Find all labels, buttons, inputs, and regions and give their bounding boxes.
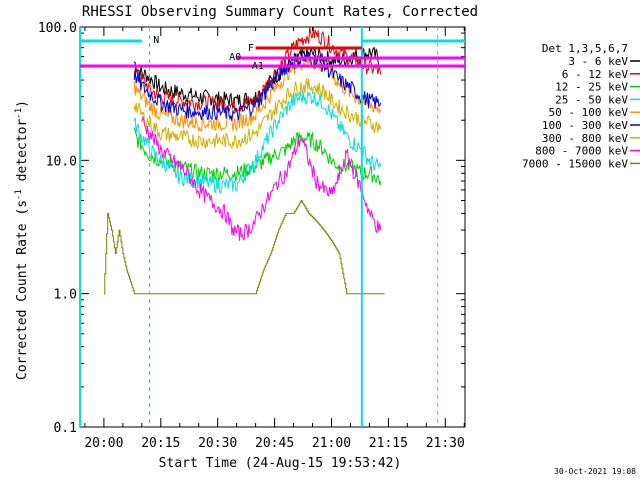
- annotation-layer: N F A0 A1: [79, 27, 465, 427]
- x-tick-label: 20:30: [198, 436, 237, 451]
- series-line: [141, 116, 382, 241]
- y-axis-label: Corrected Count Rate (s-1 detector-1): [14, 100, 30, 380]
- legend-label: 100 - 300 keV: [542, 119, 628, 132]
- legend-label: 7000 - 15000 keV: [522, 157, 628, 170]
- series-line: [133, 56, 382, 132]
- chart-title: RHESSI Observing Summary Count Rates, Co…: [82, 4, 478, 20]
- legend-label: 300 - 800 keV: [542, 132, 628, 145]
- x-tick-label: 20:45: [255, 436, 294, 451]
- y-tick-label: 1.0: [54, 288, 77, 303]
- y-tick-label: 100.0: [38, 21, 77, 36]
- legend-label: 12 - 25 keV: [555, 81, 628, 94]
- series-line: [133, 78, 382, 151]
- x-tick-label: 20:15: [141, 436, 180, 451]
- legend-label: 50 - 100 keV: [549, 106, 629, 119]
- series-layer: [103, 26, 385, 295]
- legend-label: 25 - 50 keV: [555, 93, 628, 106]
- x-axis-label: Start Time (24-Aug-15 19:53:42): [159, 456, 402, 471]
- legend-title: Det 1,3,5,6,7: [542, 42, 628, 55]
- x-axis: 20:00 20:15 20:30 20:45 21:00 21:15 21:30: [84, 27, 465, 451]
- legend-label: 800 - 7000 keV: [535, 145, 628, 158]
- annotation-label-a1: A1: [252, 61, 264, 72]
- y-tick-label: 10.0: [46, 154, 77, 169]
- annotation-label-a0: A0: [229, 52, 241, 63]
- x-tick-label: 21:00: [312, 436, 351, 451]
- y-tick-label: 0.1: [54, 421, 77, 436]
- annotation-label-f: F: [248, 43, 254, 54]
- annotation-label-n: N: [153, 35, 159, 46]
- x-tick-label: 21:30: [426, 436, 465, 451]
- footer-timestamp: 30-Oct-2021 19:08: [554, 467, 636, 476]
- y-axis: 0.1 1.0 10.0 100.0: [38, 21, 465, 436]
- plot-area: 0.1 1.0 10.0 100.0 20:00 20:15 20:30 20:45 21:0…: [38, 21, 466, 451]
- legend-label: 6 - 12 keV: [562, 68, 629, 81]
- legend-label: 3 - 6 keV: [568, 55, 628, 68]
- x-tick-label: 21:15: [369, 436, 408, 451]
- series-line: [133, 90, 382, 195]
- series-line: [133, 53, 382, 121]
- x-tick-label: 20:00: [84, 436, 123, 451]
- series-line: [103, 200, 385, 295]
